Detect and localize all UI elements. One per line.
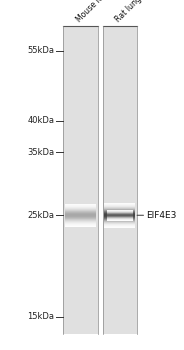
Text: Rat lung: Rat lung (114, 0, 143, 25)
Text: 25kDa: 25kDa (27, 211, 54, 220)
Bar (63, 26, 98, 334)
Text: 40kDa: 40kDa (27, 116, 54, 125)
Text: EIF4E3: EIF4E3 (137, 211, 177, 220)
Text: 15kDa: 15kDa (27, 312, 54, 321)
Text: 35kDa: 35kDa (27, 148, 54, 157)
Text: Mouse lung: Mouse lung (74, 0, 112, 25)
Bar (102, 26, 137, 334)
Text: 55kDa: 55kDa (27, 46, 54, 55)
